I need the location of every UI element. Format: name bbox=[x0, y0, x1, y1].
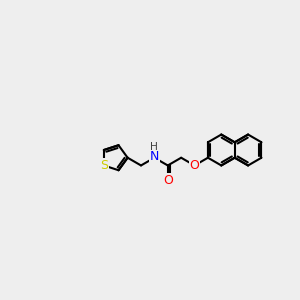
Text: O: O bbox=[190, 159, 200, 172]
Text: H: H bbox=[151, 142, 158, 152]
Text: N: N bbox=[150, 150, 159, 163]
Text: O: O bbox=[163, 174, 173, 188]
Text: S: S bbox=[100, 159, 108, 172]
